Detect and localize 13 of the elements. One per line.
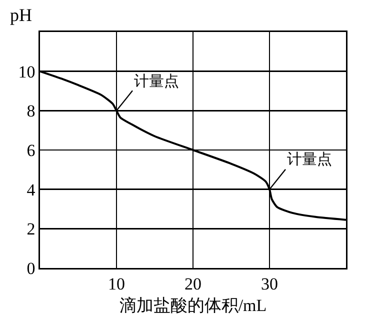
y-tick-label: 0 <box>26 258 36 278</box>
y-axis-title: pH <box>10 5 32 25</box>
y-tick-label: 6 <box>26 140 36 160</box>
y-tick-label: 2 <box>26 220 36 239</box>
x-tick-label: 20 <box>184 274 202 294</box>
x-tick-label: 10 <box>108 274 125 294</box>
x-tick-label: 30 <box>261 274 278 294</box>
annotation: 计量点 <box>287 151 332 168</box>
y-tick-label: 4 <box>26 180 36 200</box>
annotation: 计量点 <box>134 73 179 90</box>
x-axis-title: 滴加盐酸的体积/mL <box>119 296 267 315</box>
y-tick-label: 10 <box>18 62 36 82</box>
y-tick-label: 8 <box>26 102 36 121</box>
